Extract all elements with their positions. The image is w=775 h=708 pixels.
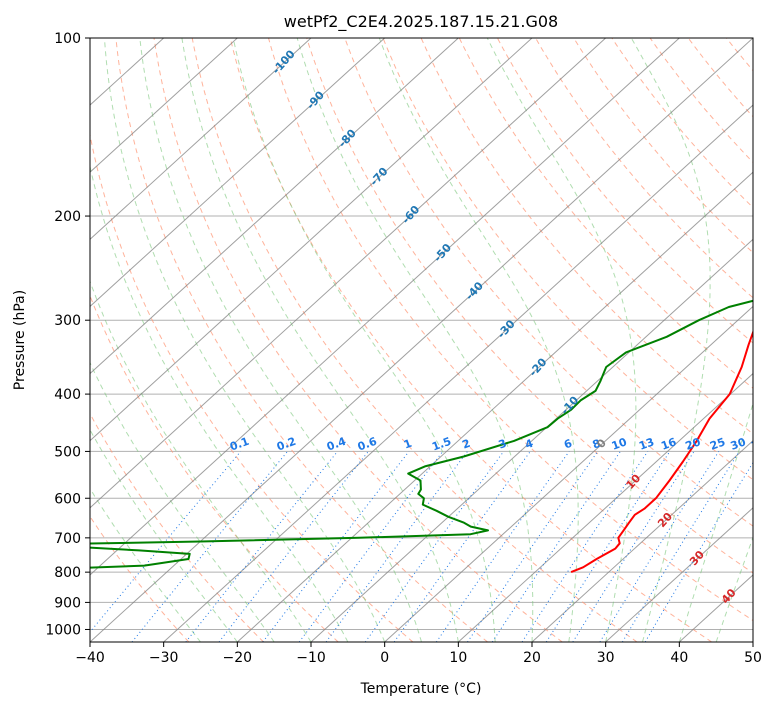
dry-adiabat: [153, 38, 563, 642]
isotherm-line: [605, 507, 753, 642]
y-tick-label: 1000: [45, 622, 81, 638]
y-tick-label: 900: [54, 595, 81, 611]
moist-adiabat: [486, 38, 637, 642]
mixing-ratio-line: [393, 451, 531, 642]
y-tick-label: 400: [54, 387, 81, 403]
dry-adiabat: [90, 515, 190, 642]
y-tick-label: 300: [54, 313, 81, 329]
mixing-ratio-label: 36: [749, 435, 768, 453]
mixing-ratio-label: 1.5: [430, 435, 453, 454]
dry-adiabat: [268, 38, 753, 622]
moist-adiabat: [90, 361, 275, 642]
line-label-layer: 0.10.20.40.611.52346810131620253036-100-…: [228, 47, 768, 606]
dry-adiabat: [90, 132, 414, 642]
dry-adiabat: [611, 38, 753, 209]
isotherm-line: [457, 372, 753, 642]
moist-adiabat: [139, 38, 422, 642]
moist-adiabat: [181, 38, 459, 642]
tick-layer: −40 −30 −20 −10 0 10 20 30 40 5010020030040050060…: [45, 31, 762, 666]
moist-adiabat: [378, 38, 579, 642]
temperature-profile-line: [570, 329, 753, 574]
mixing-ratio-label: 1: [402, 437, 414, 452]
mixing-ratio-line: [644, 461, 753, 642]
mixing-ratio-label: 16: [659, 435, 678, 453]
chart-title: wetPf2_C2E4.2025.187.15.21.G08: [284, 12, 558, 32]
moist-adiabat: [90, 164, 349, 642]
mixing-ratio-label: 8: [591, 437, 603, 452]
isotherm-line: [90, 38, 386, 308]
dry-adiabat: [649, 38, 753, 164]
mixing-ratio-line: [572, 451, 695, 642]
dewpoint-profile-line: [90, 299, 753, 569]
isotherm-line: [310, 238, 753, 642]
grid-layer: [90, 38, 753, 642]
x-tick-label: −30: [149, 650, 179, 666]
y-tick-label: 100: [54, 31, 81, 47]
x-axis-label: Temperature (°C): [360, 681, 482, 697]
mixing-ratio-label: 4: [523, 437, 535, 452]
mixing-ratio-label: 6: [562, 437, 574, 452]
x-tick-label: 20: [523, 650, 541, 666]
y-tick-label: 800: [54, 565, 81, 581]
mixing-ratio-label: 10: [610, 435, 629, 453]
isotherm-line: [90, 38, 312, 241]
x-tick-label: 10: [449, 650, 467, 666]
x-tick-label: 30: [597, 650, 615, 666]
x-tick-label: −10: [296, 650, 326, 666]
x-tick-label: 0: [380, 650, 389, 666]
y-tick-label: 600: [54, 491, 81, 507]
dry-adiabat: [191, 38, 638, 642]
moist-adiabat: [296, 38, 534, 642]
mixing-ratio-label: 2: [461, 437, 473, 452]
isotherm-line: [90, 38, 459, 375]
isotherm-line: [236, 171, 753, 642]
dry-adiabat: [306, 38, 753, 574]
mixing-ratio-line: [364, 451, 505, 642]
dry-adiabat: [115, 38, 488, 642]
dry-adiabat: [382, 38, 753, 481]
isotherm-line: [90, 38, 238, 173]
dry-adiabat: [535, 38, 753, 299]
y-tick-label: 700: [54, 531, 81, 547]
isotherm-line: [90, 38, 607, 509]
mixing-ratio-line: [185, 451, 338, 642]
x-tick-label: −20: [223, 650, 253, 666]
mixing-ratio-label: 0.1: [228, 435, 251, 454]
dry-adiabat: [90, 294, 339, 642]
mixing-ratio-label: 0.6: [356, 435, 379, 454]
mixing-ratio-label: 13: [637, 435, 656, 452]
y-tick-label: 200: [54, 209, 81, 225]
y-tick-label: 500: [54, 444, 81, 460]
dry-adiabat: [229, 38, 712, 642]
y-axis-label: Pressure (hPa): [12, 290, 28, 390]
dry-adiabat: [496, 38, 753, 344]
mixing-ratio-label: 0.4: [325, 435, 348, 454]
dry-adiabat: [573, 38, 753, 254]
x-tick-label: 40: [670, 650, 688, 666]
mixing-ratio-line: [621, 451, 740, 642]
mixing-ratio-label: 30: [729, 435, 748, 453]
moist-adiabat: [678, 401, 753, 642]
mixing-ratio-label: 25: [708, 435, 727, 452]
mixing-ratio-label: 20: [684, 435, 703, 453]
isotherm-line: [90, 38, 533, 442]
isotherm-line: [163, 104, 753, 642]
mixing-ratio-label: 0.2: [275, 435, 298, 454]
mixing-ratio-line: [218, 451, 369, 642]
x-tick-label: 50: [744, 650, 762, 666]
isotherm-line: [384, 305, 753, 642]
plot-frame: [89, 37, 754, 643]
mixing-ratio-line: [131, 451, 288, 642]
moist-adiabat: [90, 428, 238, 642]
isotherm-line: [90, 38, 680, 576]
mixing-ratio-label: 3: [497, 437, 509, 452]
moist-adiabat: [103, 38, 386, 642]
isotherm-line: [531, 439, 753, 642]
data-layer: [90, 299, 753, 574]
mixing-ratio-line: [467, 451, 599, 642]
x-tick-label: −40: [75, 650, 105, 666]
